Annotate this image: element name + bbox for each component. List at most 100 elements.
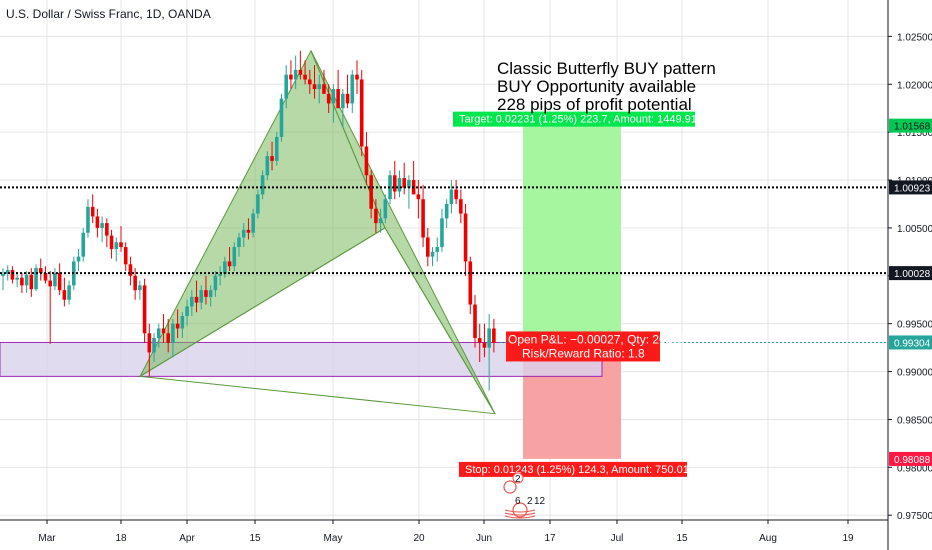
candle-body [213,275,218,291]
candle-27 [128,256,133,286]
price-tick-label-8: 0.98500 [897,415,932,426]
candle-body [138,285,142,291]
time-tick-label-2: Apr [179,533,195,544]
candle-body [274,136,279,161]
time-tick-label-4: May [324,533,343,544]
time-axis[interactable]: Mar 18 Apr 15 May 20 Jun 17 Jul 15 Aug 19 [0,519,888,544]
candle-39 [185,299,189,326]
price-tick-label-0: 1.02500 [897,32,932,43]
candle-body [416,194,421,200]
candle-body [336,89,340,109]
position-shading [523,125,621,459]
price-axis[interactable]: 1.025001.020001.015001.010001.005001.000… [887,0,932,550]
candle-body [326,93,331,104]
candle-68 [322,69,326,94]
price-tag-3: 0.99304 [894,338,931,349]
candle-body [487,328,491,348]
candle-body [477,338,482,343]
candle-body [378,218,383,224]
candle-2 [10,266,15,284]
event-markers[interactable]: 26 2 12 [503,472,546,519]
stop-label: Stop: 0.01243 (1.25%) 124.3, Amount: 750… [465,464,689,476]
candle-80 [378,208,383,233]
candle-93 [440,208,444,252]
candle-body [407,180,411,188]
candle-body [128,264,133,276]
candle-0 [1,268,5,291]
candle-31 [147,323,152,377]
price-tick-label-6: 0.99500 [897,320,932,331]
candle-body [53,272,57,287]
time-tick-label-9: 15 [676,533,688,544]
pl-box [506,331,660,362]
candle-body [492,328,496,343]
annotation-line-2: 228 pips of profit potential [497,95,692,114]
event-circle-2 [512,502,528,518]
candle-25 [119,226,123,252]
candle-body [20,277,24,286]
candle-7 [34,264,38,292]
candle-body [473,304,477,339]
candle-48 [227,247,232,272]
candle-body [208,290,213,297]
candle-body [312,84,317,90]
price-tick-label-7: 0.99000 [897,368,932,379]
event-wave-2 [504,515,536,519]
candle-3 [15,271,19,288]
candle-body [175,323,180,329]
time-tick-label-5: 20 [413,533,425,544]
candle-99 [468,256,473,315]
candle-41 [194,280,199,313]
candle-body [194,296,199,303]
candle-body [43,272,48,281]
candle-body [105,223,109,236]
candle-body [95,216,100,228]
candle-body [279,98,284,137]
candle-body [67,285,71,300]
event-circle-1 [503,480,517,494]
candle-103 [487,314,491,391]
candle-54 [256,189,260,219]
price-tag-bg-4 [889,451,932,466]
candle-body [185,306,189,317]
candle-35 [166,318,170,353]
candle-102 [482,323,487,358]
candle-body [454,189,458,200]
candle-86 [407,175,411,209]
candle-94 [444,199,449,228]
candle-6 [29,268,34,297]
candle-58 [274,132,279,166]
candle-body [426,237,430,257]
candle-body [76,256,81,262]
candle-body [345,93,350,104]
event-num-0: 6 [515,496,521,507]
candle-body [81,232,86,257]
target-label: Target: 0.02231 (1.25%) 223.7, Amount: 1… [459,114,697,126]
candle-84 [397,170,402,198]
candle-body [123,247,128,265]
zone-rect [0,341,603,377]
candle-body [364,146,369,176]
candle-92 [435,237,440,262]
event-num-2: 12 [534,496,546,507]
candle-body [322,84,326,94]
candle-81 [383,194,388,224]
candle-body [199,290,204,303]
candle-9 [43,266,48,284]
candle-22 [105,218,109,248]
candle-body [190,296,194,307]
candle-body [397,178,402,192]
candle-body [24,274,29,286]
price-tag-bg-3 [889,335,932,350]
candle-62 [293,55,298,90]
candle-72 [341,89,345,128]
candle-body [223,261,227,274]
candle-100 [473,294,477,348]
price-tick-label-1: 1.02000 [897,80,932,91]
candle-body [341,93,345,109]
candle-body [270,156,274,161]
candle-body [468,261,473,305]
candle-body [218,273,222,276]
